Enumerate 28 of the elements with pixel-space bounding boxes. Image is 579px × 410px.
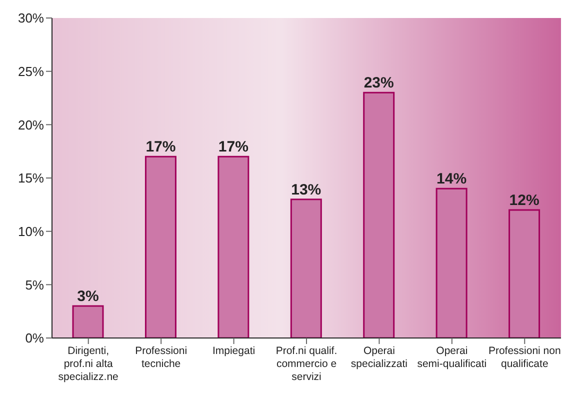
- bar: [508, 209, 540, 338]
- data-label: 23%: [364, 74, 394, 92]
- x-tick-label: Operai semi-qualificati: [417, 345, 487, 370]
- x-tick-label: Operai specializzati: [350, 345, 408, 370]
- x-tick-label: Professioni tecniche: [135, 345, 188, 370]
- bar: [290, 198, 322, 338]
- x-tick-label: Professioni non qualificate: [488, 345, 561, 370]
- y-tick-label: 25%: [18, 64, 44, 79]
- bar: [436, 188, 468, 338]
- data-label: 17%: [218, 138, 248, 156]
- y-tick-label: 30%: [18, 10, 44, 26]
- data-label: 3%: [77, 288, 99, 305]
- data-label: 17%: [146, 138, 176, 156]
- data-label: 12%: [509, 192, 540, 209]
- y-tick-label: 10%: [18, 224, 44, 239]
- bar: [218, 156, 250, 338]
- y-tick-label: 20%: [18, 117, 44, 132]
- data-label: 14%: [436, 170, 467, 188]
- x-tick-label: Impiegati: [212, 345, 256, 357]
- data-label: 13%: [291, 181, 322, 198]
- bar: [72, 305, 104, 338]
- bar: [144, 156, 176, 338]
- y-tick-label: 0%: [25, 330, 44, 346]
- x-tick-label: Prof.ni qualif. commercio e servizi: [276, 345, 338, 383]
- y-tick-label: 15%: [18, 170, 44, 186]
- x-tick-label: Dirigenti, prof.ni alta specializz.ne: [58, 345, 119, 383]
- bar: [363, 92, 395, 338]
- y-tick-label: 5%: [25, 277, 44, 292]
